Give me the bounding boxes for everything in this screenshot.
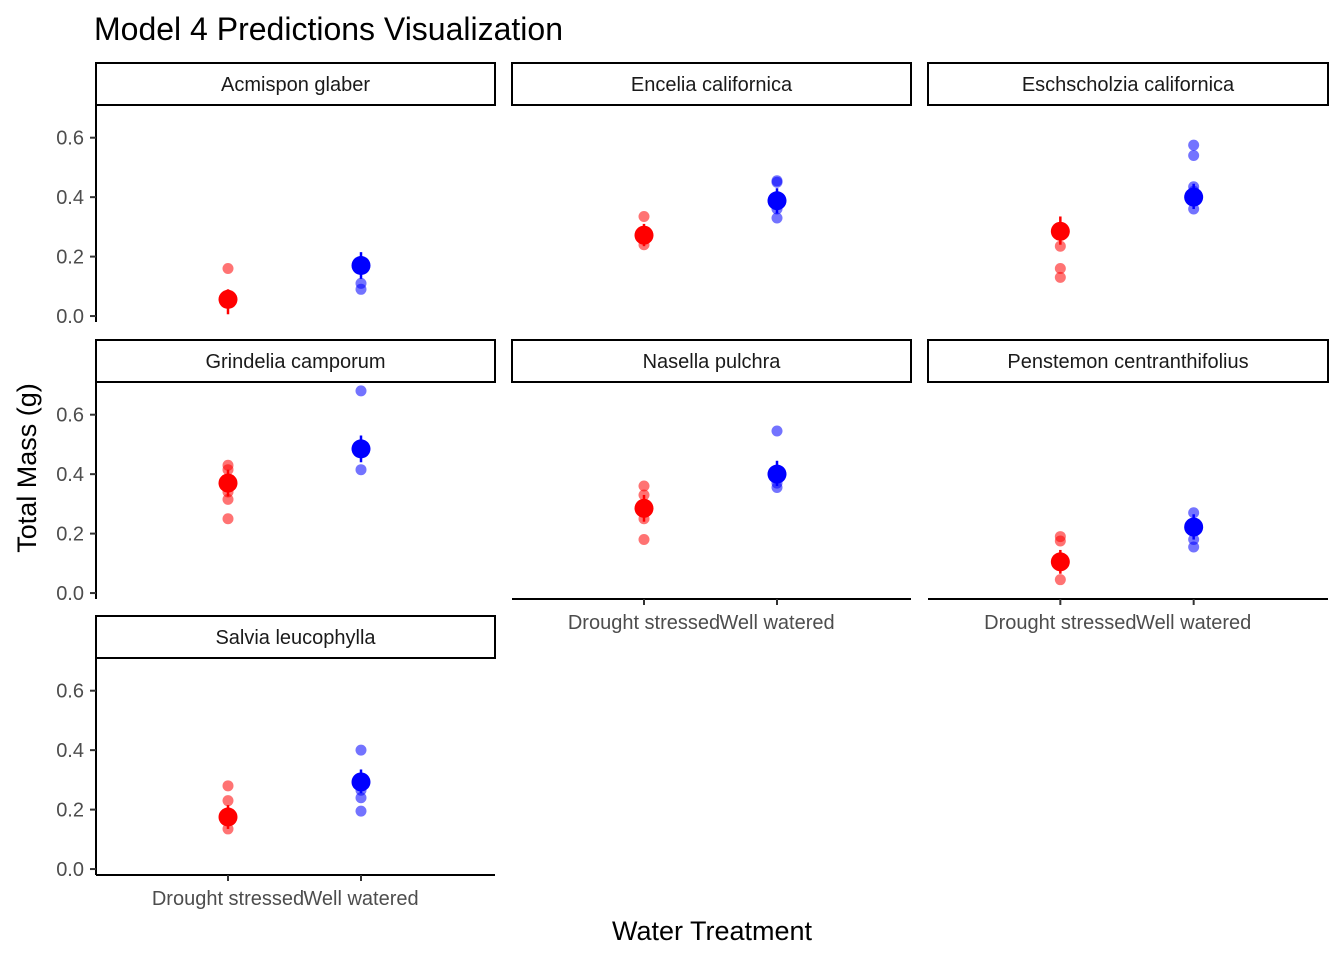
predicted-mean-point xyxy=(767,464,787,484)
observed-point xyxy=(1188,139,1200,151)
facet-panel: Grindelia camporum 0.0 0.2 0.4 0.6 xyxy=(56,339,496,605)
y-tick-label: 0.6 xyxy=(56,681,84,703)
x-tick-label: Well watered xyxy=(303,888,418,910)
facet-strip-label: Grindelia camporum xyxy=(205,351,385,373)
observed-point xyxy=(1054,574,1066,586)
observed-point xyxy=(1188,541,1200,553)
observed-point xyxy=(1054,535,1066,547)
predicted-mean-point xyxy=(767,191,787,211)
y-tick-label: 0.4 xyxy=(56,740,84,762)
y-tick-label: 0.0 xyxy=(56,859,84,881)
observed-point xyxy=(355,464,367,476)
observed-point xyxy=(771,176,783,188)
predicted-mean-point xyxy=(218,807,238,827)
observed-point xyxy=(771,212,783,224)
predicted-mean-point xyxy=(218,473,238,493)
observed-point xyxy=(222,262,234,274)
predicted-mean-point xyxy=(351,439,371,459)
facet-panel: Nasella pulchra Drought stressed Well wate… xyxy=(511,339,912,634)
facet-strip xyxy=(95,339,496,383)
observed-point xyxy=(222,513,234,525)
x-tick-label: Well watered xyxy=(719,612,834,634)
facet-strip xyxy=(511,62,912,106)
observed-point xyxy=(771,482,783,494)
facet-strip-label: Salvia leucophylla xyxy=(215,627,376,649)
observed-point xyxy=(638,210,650,222)
facet-panel: Salvia leucophylla 0.0 0.2 0.4 0.6 Drought st… xyxy=(56,615,496,910)
facet-panel: Penstemon centranthifolius Drought stress… xyxy=(927,339,1329,634)
observed-point xyxy=(771,425,783,437)
facet-strip-label: Nasella pulchra xyxy=(643,351,782,373)
observed-point xyxy=(355,283,367,295)
observed-point xyxy=(222,795,234,807)
facet-strip-label: Acmispon glaber xyxy=(221,74,370,96)
y-tick-label: 0.2 xyxy=(56,247,84,269)
y-tick-label: 0.4 xyxy=(56,187,84,209)
x-tick-label: Well watered xyxy=(1136,612,1251,634)
predicted-mean-point xyxy=(351,772,371,792)
y-tick-label: 0.0 xyxy=(56,306,84,328)
x-axis-title: Water Treatment xyxy=(612,916,813,946)
observed-point xyxy=(638,480,650,492)
x-tick-label: Drought stressed xyxy=(984,612,1136,634)
predicted-mean-point xyxy=(634,498,654,518)
facet-strip xyxy=(95,62,496,106)
observed-point xyxy=(1054,240,1066,252)
facet-strip-label: Penstemon centranthifolius xyxy=(1007,351,1248,373)
observed-point xyxy=(355,792,367,804)
y-tick-label: 0.2 xyxy=(56,800,84,822)
observed-point xyxy=(355,385,367,397)
y-axis-title: Total Mass (g) xyxy=(12,383,42,553)
x-tick-label: Drought stressed xyxy=(152,888,304,910)
predicted-mean-point xyxy=(1050,552,1070,572)
facet-strip xyxy=(95,615,496,659)
predicted-mean-point xyxy=(1184,517,1204,537)
observed-point xyxy=(1188,150,1200,162)
y-tick-label: 0.6 xyxy=(56,405,84,427)
y-tick-label: 0.6 xyxy=(56,128,84,150)
predicted-mean-point xyxy=(218,289,238,309)
observed-point xyxy=(1054,271,1066,283)
facet-strip xyxy=(511,339,912,383)
observed-point xyxy=(638,534,650,546)
predicted-mean-point xyxy=(634,225,654,245)
facet-panel: Eschscholzia californica xyxy=(927,62,1329,283)
facet-panel: Acmispon glaber 0.0 0.2 0.4 0.6 xyxy=(56,62,496,328)
predicted-mean-point xyxy=(1184,187,1204,207)
chart-title: Model 4 Predictions Visualization xyxy=(94,11,563,47)
y-tick-label: 0.4 xyxy=(56,464,84,486)
facet-strip xyxy=(927,62,1329,106)
facet-panel: Encelia californica xyxy=(511,62,912,251)
observed-point xyxy=(355,805,367,817)
facet-strip xyxy=(927,339,1329,383)
facet-strip-label: Eschscholzia californica xyxy=(1022,74,1235,96)
facet-strip-label: Encelia californica xyxy=(631,74,793,96)
observed-point xyxy=(222,493,234,505)
y-tick-label: 0.0 xyxy=(56,583,84,605)
observed-point xyxy=(355,744,367,756)
observed-point xyxy=(222,780,234,792)
observed-point xyxy=(1054,262,1066,274)
predicted-mean-point xyxy=(351,256,371,276)
y-tick-label: 0.2 xyxy=(56,524,84,546)
predicted-mean-point xyxy=(1050,221,1070,241)
facets-layer: Acmispon glaber 0.0 0.2 0.4 0.6 Encelia calif… xyxy=(56,62,1329,910)
x-tick-label: Drought stressed xyxy=(568,612,720,634)
observed-point xyxy=(1188,507,1200,519)
